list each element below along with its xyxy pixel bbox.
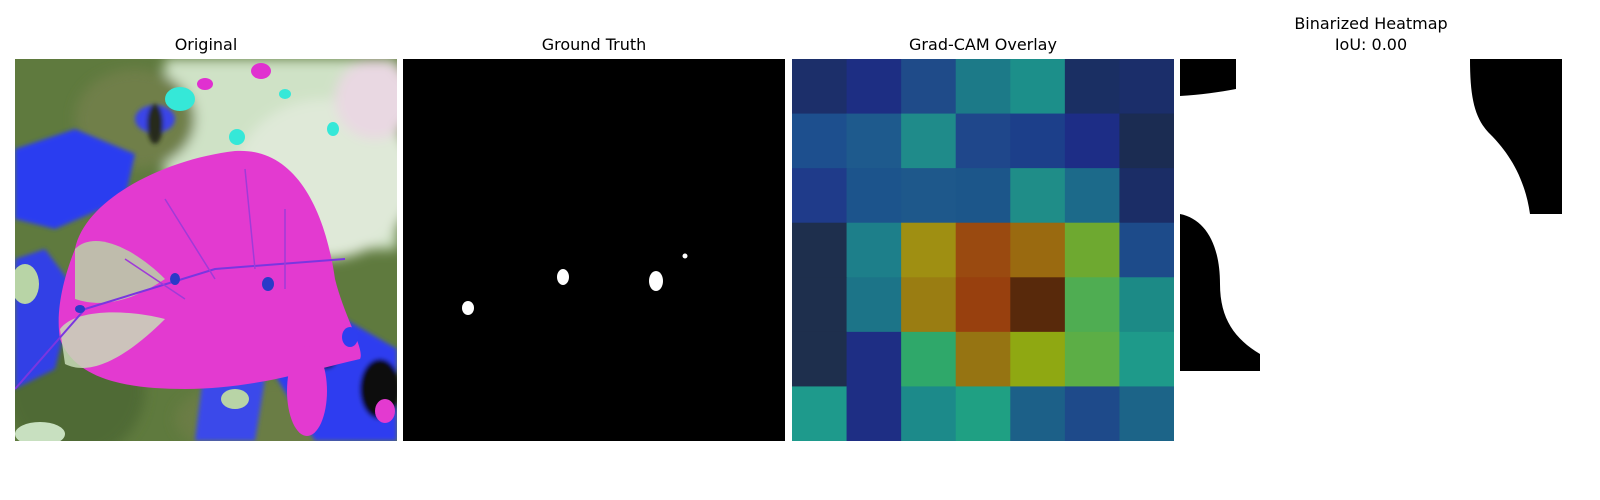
heatmap-cell	[1064, 168, 1121, 224]
heatmap-cell	[1119, 59, 1174, 115]
lesion-blob	[649, 271, 663, 291]
heatmap-cell	[792, 386, 848, 441]
heatmap-cell	[1119, 277, 1174, 333]
heatmap-cell	[955, 168, 1011, 224]
heatmap-cell	[1010, 277, 1066, 333]
gradcam-heatmap	[792, 59, 1174, 441]
heatmap-cell	[792, 113, 848, 169]
panel-gradcam: Grad-CAM Overlay	[792, 0, 1174, 441]
heatmap-cell	[1010, 386, 1066, 441]
lesion-blob	[682, 253, 688, 259]
heatmap-cell	[955, 331, 1011, 388]
heatmap-cell	[846, 331, 902, 388]
heatmap-cell	[901, 168, 957, 224]
heatmap-cell	[792, 59, 848, 115]
heatmap-cell	[901, 386, 957, 441]
heatmap-cell	[1119, 222, 1174, 278]
heatmap-cell	[955, 222, 1011, 278]
mask-region	[1180, 214, 1260, 371]
panel-original: Original	[15, 0, 397, 441]
iou-score-label: IoU: 0.00	[1334, 35, 1408, 54]
heatmap-cell	[846, 113, 902, 169]
heatmap-cell	[846, 59, 902, 115]
heatmap-cell	[955, 386, 1011, 441]
heatmap-cell	[1064, 222, 1121, 278]
heatmap-cell	[1119, 331, 1174, 388]
heatmap-cell	[846, 386, 902, 441]
heatmap-cell	[955, 277, 1011, 333]
heatmap-cell	[1119, 168, 1174, 224]
heatmap-cell	[1064, 113, 1121, 169]
heatmap-cell	[955, 113, 1011, 169]
panel-title-ground-truth: Ground Truth	[541, 35, 647, 54]
heatmap-cell	[1119, 386, 1174, 441]
lesion-blob	[557, 269, 569, 285]
heatmap-cell	[1064, 59, 1121, 115]
panel-title-gradcam: Grad-CAM Overlay	[909, 35, 1057, 54]
heatmap-cell	[792, 222, 848, 278]
heatmap-cell	[1010, 168, 1066, 224]
heatmap-cell	[901, 277, 957, 333]
heatmap-cell	[1010, 59, 1066, 115]
heatmap-cell	[792, 277, 848, 333]
heatmap-cell	[955, 59, 1011, 115]
mask-region	[1180, 59, 1236, 96]
panel-title-original: Original	[174, 35, 238, 54]
heatmap-cell	[846, 168, 902, 224]
heatmap-cell	[1064, 331, 1121, 388]
ground-truth-mask	[403, 59, 785, 441]
lesion-blob	[462, 301, 474, 315]
heatmap-cell	[1064, 277, 1121, 333]
panel-binarized: Binarized Heatmap IoU: 0.00	[1180, 0, 1562, 441]
heatmap-cell	[1119, 113, 1174, 169]
heatmap-cell	[846, 222, 902, 278]
panel-ground-truth: Ground Truth	[403, 0, 785, 441]
heatmap-cell	[1010, 222, 1066, 278]
heatmap-cell	[1010, 113, 1066, 169]
heatmap-cell	[792, 331, 848, 388]
heatmap-cell	[901, 113, 957, 169]
heatmap-cell	[1010, 331, 1066, 388]
binarized-mask	[1180, 59, 1562, 441]
heatmap-cell	[901, 222, 957, 278]
heatmap-cell	[792, 168, 848, 224]
panel-title-binarized: Binarized Heatmap	[1294, 14, 1448, 33]
heatmap-cell	[1064, 386, 1121, 441]
heatmap-cell	[901, 59, 957, 115]
mask-region	[1470, 59, 1562, 214]
heatmap-cell	[846, 277, 902, 333]
original-image	[15, 59, 397, 441]
heatmap-cell	[901, 331, 957, 388]
